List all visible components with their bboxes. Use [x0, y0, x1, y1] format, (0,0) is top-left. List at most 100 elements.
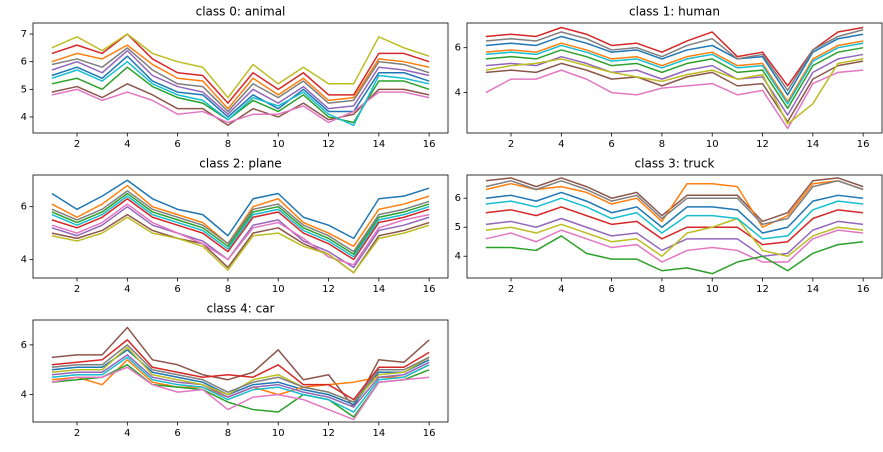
series-line	[485, 217, 864, 257]
x-tick-label: 16	[857, 139, 870, 150]
series-line	[485, 40, 864, 103]
x-tick-label: 6	[174, 284, 180, 295]
series-line	[485, 191, 864, 234]
x-tick-label: 10	[272, 284, 285, 295]
x-tick-label: 4	[124, 428, 130, 439]
x-tick-label: 12	[322, 428, 335, 439]
x-tick-label: 16	[423, 428, 436, 439]
y-tick-label: 4	[21, 255, 27, 266]
x-tick-label: 6	[174, 139, 180, 150]
series-line	[51, 192, 430, 255]
series-line	[485, 206, 864, 246]
y-tick-label: 4	[21, 390, 27, 401]
x-tick-label: 14	[372, 284, 385, 295]
series-line	[485, 235, 864, 275]
series-line	[51, 49, 430, 115]
series-line	[485, 180, 864, 228]
y-tick-label: 6	[455, 43, 461, 54]
series-line	[485, 197, 864, 240]
plot-area	[51, 33, 430, 127]
x-tick-label: 8	[225, 284, 231, 295]
series-line	[51, 60, 430, 127]
plot-area	[485, 177, 864, 275]
x-tick-label: 6	[174, 428, 180, 439]
series-line	[51, 339, 430, 401]
x-tick-label: 6	[608, 284, 614, 295]
series-line	[485, 26, 864, 87]
y-tick-label: 4	[21, 112, 27, 123]
x-tick-label: 14	[806, 139, 819, 150]
x-tick-label: 4	[124, 284, 130, 295]
x-tick-label: 10	[272, 428, 285, 439]
x-tick-label: 8	[659, 284, 665, 295]
series-line	[485, 42, 864, 105]
plot-area	[51, 179, 430, 274]
plot-area	[51, 326, 430, 421]
series-line	[51, 205, 430, 269]
series-line	[51, 344, 430, 403]
y-tick-label: 4	[455, 251, 461, 262]
series-line	[51, 216, 430, 274]
series-line	[51, 44, 430, 110]
x-tick-label: 12	[322, 284, 335, 295]
x-tick-label: 4	[558, 139, 564, 150]
x-tick-label: 8	[225, 428, 231, 439]
series-line	[51, 203, 430, 266]
x-tick-label: 10	[706, 139, 719, 150]
series-line	[51, 213, 430, 274]
series-line	[51, 184, 430, 248]
x-tick-label: 10	[272, 139, 285, 150]
y-tick-label: 6	[21, 57, 27, 68]
plot-area	[485, 26, 864, 130]
series-line	[485, 180, 864, 226]
y-tick-label: 6	[21, 202, 27, 213]
x-tick-label: 12	[322, 139, 335, 150]
series-line	[51, 356, 430, 413]
y-tick-label: 4	[455, 88, 461, 99]
series-line	[51, 354, 430, 408]
axes-frame	[32, 174, 449, 279]
series-line	[51, 190, 430, 253]
axes-frame	[466, 174, 883, 279]
series-line	[51, 179, 430, 240]
series-line	[485, 60, 864, 123]
y-tick-label: 5	[21, 84, 27, 95]
x-tick-label: 14	[372, 428, 385, 439]
series-line	[51, 47, 430, 113]
x-tick-label: 12	[756, 139, 769, 150]
y-tick-label: 5	[455, 222, 461, 233]
x-tick-label: 2	[508, 284, 514, 295]
series-line	[485, 69, 864, 130]
x-tick-label: 16	[857, 284, 870, 295]
x-tick-label: 2	[74, 139, 80, 150]
series-line	[51, 195, 430, 258]
subplot-title: class 0: animal	[196, 5, 286, 19]
series-line	[51, 33, 430, 99]
x-tick-label: 8	[225, 139, 231, 150]
x-tick-label: 16	[423, 139, 436, 150]
x-tick-label: 4	[558, 284, 564, 295]
series-line	[51, 33, 430, 104]
subplot-title: class 2: plane	[199, 157, 281, 171]
subplot-title: class 4: car	[207, 302, 275, 316]
series-line	[485, 29, 864, 92]
x-tick-label: 16	[423, 284, 436, 295]
x-tick-label: 2	[74, 428, 80, 439]
x-tick-label: 2	[74, 284, 80, 295]
x-tick-label: 6	[608, 139, 614, 150]
subplot-title: class 1: human	[629, 5, 720, 19]
x-tick-label: 4	[124, 139, 130, 150]
x-tick-label: 14	[372, 139, 385, 150]
x-tick-label: 2	[508, 139, 514, 150]
series-line	[485, 229, 864, 263]
series-line	[485, 177, 864, 223]
x-tick-label: 14	[806, 284, 819, 295]
series-line	[51, 198, 430, 261]
y-tick-label: 6	[21, 340, 27, 351]
series-line	[485, 58, 864, 125]
axes-frame	[466, 22, 883, 134]
series-line	[485, 33, 864, 96]
series-line	[485, 46, 864, 110]
series-line	[51, 366, 430, 421]
